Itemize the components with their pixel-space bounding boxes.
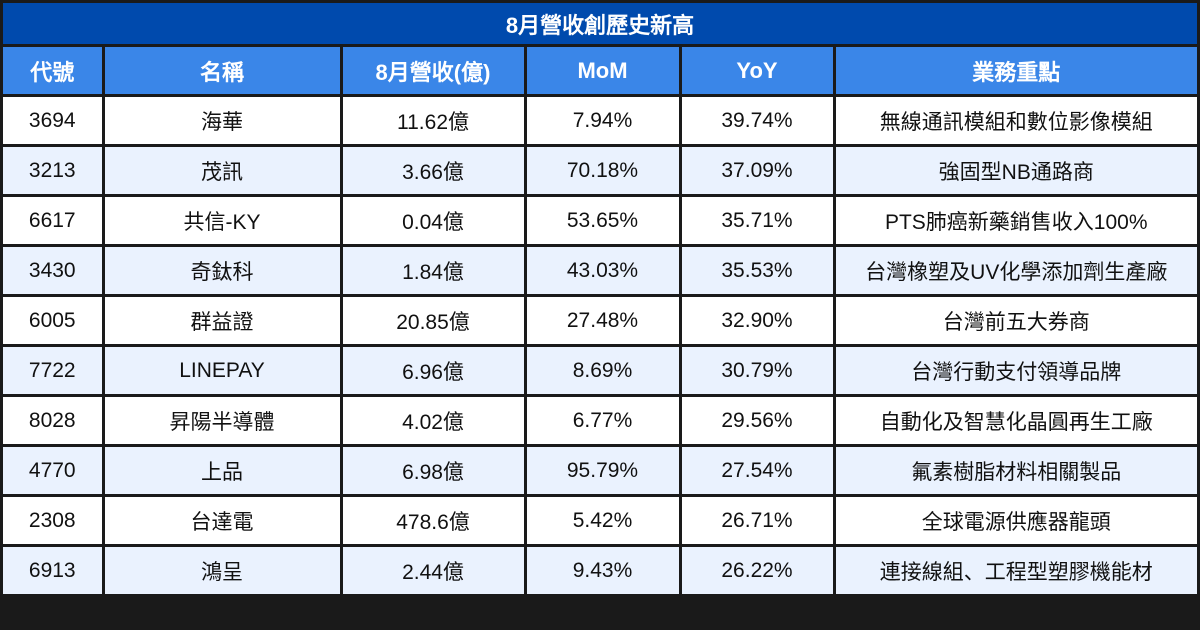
cell-revenue: 1.84億 <box>339 244 527 297</box>
cell-yoy: 26.71% <box>678 494 836 547</box>
cell-business: 無線通訊模組和數位影像模組 <box>832 94 1197 147</box>
cell-name: 上品 <box>101 444 343 497</box>
cell-revenue: 20.85億 <box>339 294 527 347</box>
cell-yoy: 29.56% <box>678 394 836 447</box>
table-row: 3213 茂訊 3.66億 70.18% 37.09% 強固型NB通路商 <box>3 144 1197 197</box>
cell-name: 台達電 <box>101 494 343 547</box>
cell-code: 2308 <box>3 494 105 547</box>
cell-name: 茂訊 <box>101 144 343 197</box>
cell-yoy: 26.22% <box>678 544 836 594</box>
cell-revenue: 3.66億 <box>339 144 527 197</box>
cell-business: 台灣橡塑及UV化學添加劑生產廠 <box>832 244 1197 297</box>
table-title: 8月營收創歷史新高 <box>3 3 1197 44</box>
cell-yoy: 30.79% <box>678 344 836 397</box>
cell-business: 全球電源供應器龍頭 <box>832 494 1197 547</box>
cell-name: LINEPAY <box>101 344 343 397</box>
header-revenue: 8月營收(億) <box>339 47 527 97</box>
header-code: 代號 <box>3 47 105 97</box>
cell-code: 8028 <box>3 394 105 447</box>
header-row: 代號 名稱 8月營收(億) MoM YoY 業務重點 <box>3 47 1197 97</box>
table-row: 6617 共信-KY 0.04億 53.65% 35.71% PTS肺癌新藥銷售… <box>3 194 1197 247</box>
cell-revenue: 4.02億 <box>339 394 527 447</box>
cell-revenue: 2.44億 <box>339 544 527 594</box>
cell-business: 氟素樹脂材料相關製品 <box>832 444 1197 497</box>
cell-business: 自動化及智慧化晶圓再生工廠 <box>832 394 1197 447</box>
table-row: 3430 奇鈦科 1.84億 43.03% 35.53% 台灣橡塑及UV化學添加… <box>3 244 1197 297</box>
cell-mom: 95.79% <box>523 444 682 497</box>
cell-yoy: 35.71% <box>678 194 836 247</box>
cell-business: PTS肺癌新藥銷售收入100% <box>832 194 1197 247</box>
cell-revenue: 0.04億 <box>339 194 527 247</box>
cell-name: 群益證 <box>101 294 343 347</box>
cell-mom: 8.69% <box>523 344 682 397</box>
table-row: 8028 昇陽半導體 4.02億 6.77% 29.56% 自動化及智慧化晶圓再… <box>3 394 1197 447</box>
header-name: 名稱 <box>101 47 343 97</box>
cell-name: 共信-KY <box>101 194 343 247</box>
header-business-focus: 業務重點 <box>832 47 1197 97</box>
cell-business: 台灣行動支付領導品牌 <box>832 344 1197 397</box>
table-row: 6913 鴻呈 2.44億 9.43% 26.22% 連接線組、工程型塑膠機能材 <box>3 544 1197 594</box>
table-row: 4770 上品 6.98億 95.79% 27.54% 氟素樹脂材料相關製品 <box>3 444 1197 497</box>
cell-code: 3430 <box>3 244 105 297</box>
cell-code: 3213 <box>3 144 105 197</box>
cell-code: 6005 <box>3 294 105 347</box>
cell-code: 4770 <box>3 444 105 497</box>
cell-business: 強固型NB通路商 <box>832 144 1197 197</box>
cell-code: 6913 <box>3 544 105 594</box>
table-row: 6005 群益證 20.85億 27.48% 32.90% 台灣前五大券商 <box>3 294 1197 347</box>
header-yoy: YoY <box>678 47 836 97</box>
cell-yoy: 39.74% <box>678 94 836 147</box>
cell-business: 台灣前五大券商 <box>832 294 1197 347</box>
cell-revenue: 478.6億 <box>339 494 527 547</box>
cell-revenue: 6.96億 <box>339 344 527 397</box>
table-row: 3694 海華 11.62億 7.94% 39.74% 無線通訊模組和數位影像模… <box>3 94 1197 147</box>
cell-name: 海華 <box>101 94 343 147</box>
table-row: 2308 台達電 478.6億 5.42% 26.71% 全球電源供應器龍頭 <box>3 494 1197 547</box>
cell-revenue: 11.62億 <box>339 94 527 147</box>
revenue-table: 代號 名稱 8月營收(億) MoM YoY 業務重點 3694 海華 11.62… <box>3 47 1197 594</box>
cell-business: 連接線組、工程型塑膠機能材 <box>832 544 1197 594</box>
cell-mom: 6.77% <box>523 394 682 447</box>
cell-yoy: 32.90% <box>678 294 836 347</box>
cell-mom: 5.42% <box>523 494 682 547</box>
cell-code: 6617 <box>3 194 105 247</box>
cell-mom: 43.03% <box>523 244 682 297</box>
cell-mom: 9.43% <box>523 544 682 594</box>
cell-mom: 27.48% <box>523 294 682 347</box>
cell-yoy: 35.53% <box>678 244 836 297</box>
cell-mom: 7.94% <box>523 94 682 147</box>
cell-yoy: 37.09% <box>678 144 836 197</box>
cell-yoy: 27.54% <box>678 444 836 497</box>
table-row: 7722 LINEPAY 6.96億 8.69% 30.79% 台灣行動支付領導… <box>3 344 1197 397</box>
cell-revenue: 6.98億 <box>339 444 527 497</box>
cell-mom: 70.18% <box>523 144 682 197</box>
header-mom: MoM <box>523 47 682 97</box>
cell-name: 奇鈦科 <box>101 244 343 297</box>
cell-name: 鴻呈 <box>101 544 343 594</box>
cell-name: 昇陽半導體 <box>101 394 343 447</box>
cell-code: 3694 <box>3 94 105 147</box>
cell-code: 7722 <box>3 344 105 397</box>
cell-mom: 53.65% <box>523 194 682 247</box>
